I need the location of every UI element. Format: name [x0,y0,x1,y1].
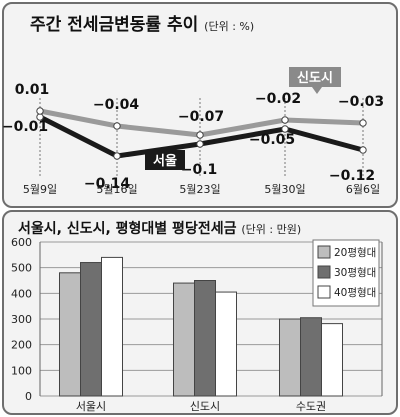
data-point [113,152,121,160]
data-label-서울: −0.12 [329,168,375,184]
bar-40평형대 [321,323,343,397]
line-chart-panel: 주간 전세금변동률 추이 (단위 : %) [2,2,398,208]
y-tick-label: 0 [25,390,32,403]
legend-swatch-40평형대 [317,285,331,299]
series-tag-서울: 서울 [153,153,177,169]
data-point [196,131,204,139]
legend-swatch-30평형대 [317,265,331,279]
data-label-서울: −0.01 [2,119,48,135]
data-point [281,125,289,133]
x-tick-label: 5월9일 [23,182,57,196]
data-label-신도시: 0.01 [15,82,50,98]
x-tick-label: 5월16일 [96,182,137,196]
data-label-서울: −0.05 [249,132,295,148]
bar-30평형대 [194,280,216,397]
data-label-서울: −0.14 [84,176,131,192]
data-label-신도시: −0.04 [93,97,140,113]
line-chart-title-text: 주간 전세금변동률 추이 [30,15,199,35]
x-category-label: 서울시 [76,400,106,413]
data-point [113,122,121,130]
bar-30평형대 [80,262,102,397]
bar-20평형대 [173,282,195,397]
bar-chart-unit: (단위 : 만원) [241,223,302,236]
data-label-신도시: −0.07 [178,109,224,125]
series-tag-box-서울 [145,150,185,170]
legend-label: 30평형대 [334,267,376,279]
bar-chart-title-text: 서울시, 신도시, 평형대별 평당전세금 [18,221,237,237]
bar-40평형대 [101,256,123,397]
bar-chart: 0 100 200 300 400 500 600 서울시 신도시 수도권 20평형대 30평형대 40… [11,236,383,413]
line-chart: 5월9일 5월16일 5월23일 5월30일 6월6일 −0.01 −0.14 −0.1 −0.… [2,67,384,196]
bar-40평형대 [215,291,237,397]
series-tag-pointer [312,87,322,94]
bar-chart-title: 서울시, 신도시, 평형대별 평당전세금 (단위 : 만원) [18,218,301,238]
y-tick-label: 400 [11,287,32,300]
legend-swatch-20평형대 [317,245,331,259]
x-tick-label: 6월6일 [346,182,380,196]
y-tick-label: 200 [11,339,32,352]
legend-label: 20평형대 [334,247,376,259]
bar-30평형대 [300,317,322,397]
data-point [36,107,44,115]
y-tick-label: 100 [11,364,32,377]
x-tick-label: 5월30일 [264,182,305,196]
legend-label: 40평형대 [334,287,376,299]
data-point [281,116,289,124]
y-tick-label: 600 [11,236,32,249]
data-label-서울: −0.1 [181,162,218,178]
line-chart-title: 주간 전세금변동률 추이 (단위 : %) [30,10,254,35]
data-label-신도시: −0.02 [255,91,301,107]
data-point [196,140,204,148]
x-tick-label: 5월23일 [179,182,220,196]
data-label-신도시: −0.03 [338,94,384,110]
x-category-label: 신도시 [190,400,220,413]
y-tick-label: 300 [11,313,32,326]
series-tag-신도시: 신도시 [297,71,333,86]
series-tag-box-신도시 [289,67,341,87]
bar-20평형대 [59,272,81,397]
x-category-label: 수도권 [296,400,326,413]
data-point [359,146,367,154]
line-chart-unit: (단위 : %) [204,20,255,33]
bar-20평형대 [279,318,301,397]
data-point [359,119,367,127]
y-tick-label: 500 [11,262,32,275]
